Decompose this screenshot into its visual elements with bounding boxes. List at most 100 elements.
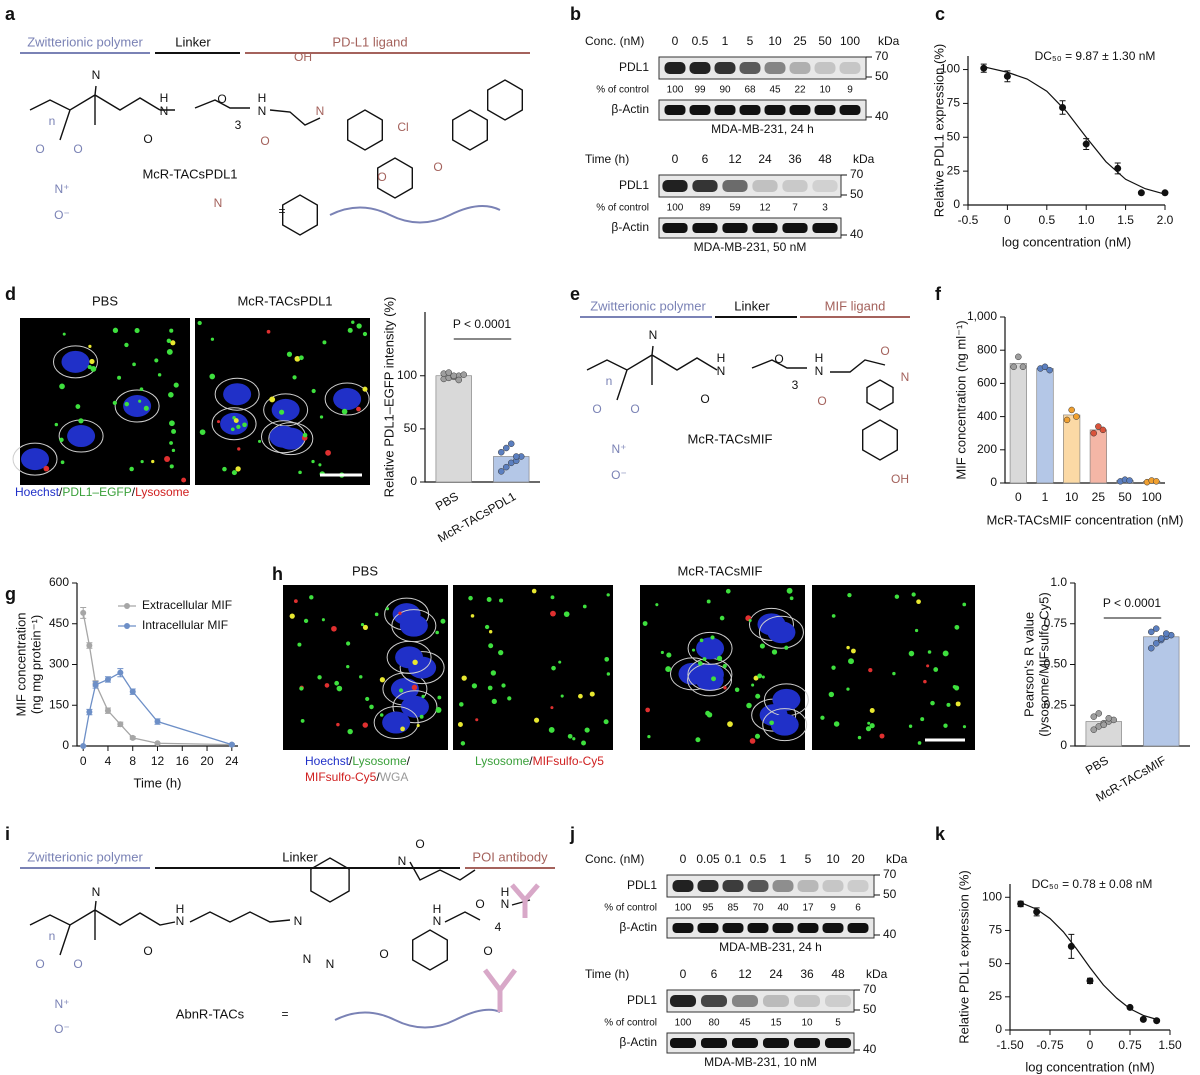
puncta <box>356 406 361 412</box>
puncta <box>920 717 925 722</box>
data-point <box>460 371 467 378</box>
actin-band <box>747 923 769 933</box>
puncta <box>475 718 479 722</box>
puncta <box>400 726 405 732</box>
x-tick-label: 10 <box>1065 490 1079 504</box>
nucleus <box>61 350 90 373</box>
atom-label: N <box>92 68 101 82</box>
puncta <box>486 597 492 602</box>
band <box>752 180 778 192</box>
puncta <box>346 641 351 646</box>
data-point <box>1019 363 1027 371</box>
x-tick-label: 12 <box>151 754 165 768</box>
atom-label: O⁻ <box>611 468 627 482</box>
puncta <box>665 666 672 673</box>
nucleus <box>269 425 298 448</box>
data-point <box>1095 710 1103 717</box>
band <box>814 62 836 74</box>
puncta <box>60 460 65 465</box>
puncta <box>421 694 425 699</box>
annotation: P < 0.0001 <box>1103 596 1161 610</box>
puncta <box>908 650 915 657</box>
series-line <box>82 612 232 746</box>
puncta <box>293 599 298 603</box>
atom-label: N <box>160 104 169 118</box>
atom-label: n <box>606 374 613 388</box>
puncta <box>691 648 696 652</box>
blot-target: PDL1 <box>619 60 649 74</box>
puncta <box>727 721 733 727</box>
actin-band <box>662 223 688 233</box>
data-point <box>129 688 136 695</box>
section-header: Zwitterionic polymer <box>27 849 143 864</box>
lane-label: 1 <box>780 852 787 866</box>
panel-letter: e <box>570 284 580 304</box>
antibody <box>483 883 540 1012</box>
blot-percent-label: % of control <box>596 203 649 214</box>
band <box>782 180 808 192</box>
puncta <box>572 737 576 741</box>
puncta <box>351 320 355 324</box>
panel-letter: d <box>5 284 16 304</box>
y-tick-label: 0 <box>1060 738 1067 752</box>
blot-target: PDL1 <box>627 878 657 892</box>
nucleus <box>21 448 50 471</box>
puncta <box>578 693 583 699</box>
panel-letter: a <box>5 4 16 24</box>
band <box>772 880 794 892</box>
atom-label: N <box>176 914 185 928</box>
puncta <box>78 418 84 424</box>
lane-label: 25 <box>793 34 807 48</box>
lane-label: 0.1 <box>725 852 742 866</box>
atom-label: OH <box>294 50 312 64</box>
puncta <box>297 642 302 647</box>
percent-value: 100 <box>667 203 684 214</box>
x-tick-label: 1 <box>1042 490 1049 504</box>
puncta <box>170 340 176 346</box>
ring <box>487 79 523 121</box>
puncta <box>606 593 610 597</box>
band <box>731 995 759 1007</box>
atom-label: O <box>143 944 152 958</box>
data-point <box>228 741 235 748</box>
blot-percent-label: % of control <box>596 85 649 96</box>
puncta <box>199 429 206 436</box>
puncta <box>347 327 353 333</box>
lane-label: 20 <box>851 852 865 866</box>
y-tick-label: 800 <box>977 342 997 356</box>
ring <box>452 109 488 151</box>
data-point <box>1086 977 1094 985</box>
puncta <box>154 358 159 363</box>
puncta <box>311 388 316 394</box>
nucleus <box>333 388 362 411</box>
data-point <box>980 64 988 72</box>
atom-label: O⁻ <box>54 1022 70 1036</box>
puncta <box>168 392 174 398</box>
percent-value: 9 <box>847 85 853 96</box>
percent-value: 90 <box>719 85 731 96</box>
data-point <box>1137 189 1145 197</box>
blot-loading: β-Actin <box>611 102 649 116</box>
y-tick-label: 50 <box>989 956 1003 970</box>
atom-label: O <box>35 142 44 156</box>
atom-label: O <box>817 394 826 408</box>
image-caption: Lysosome/MIFsulfo-Cy5 <box>475 754 604 768</box>
puncta <box>584 727 590 733</box>
puncta <box>59 437 64 443</box>
puncta <box>551 665 556 671</box>
x-tick-label: 0 <box>80 754 87 768</box>
section-header: POI antibody <box>472 849 548 864</box>
puncta <box>242 422 247 428</box>
puncta <box>831 665 836 670</box>
cell-outline <box>399 651 445 685</box>
atom-label: O <box>880 344 889 358</box>
puncta <box>151 459 155 464</box>
puncta <box>461 675 467 681</box>
puncta <box>926 664 930 668</box>
puncta <box>286 351 293 357</box>
lane-label: 0.05 <box>696 852 720 866</box>
y-tick-label: 25 <box>989 989 1003 1003</box>
marker-label: 40 <box>863 1042 877 1056</box>
band <box>669 995 697 1007</box>
fit-curve <box>1020 902 1157 1020</box>
